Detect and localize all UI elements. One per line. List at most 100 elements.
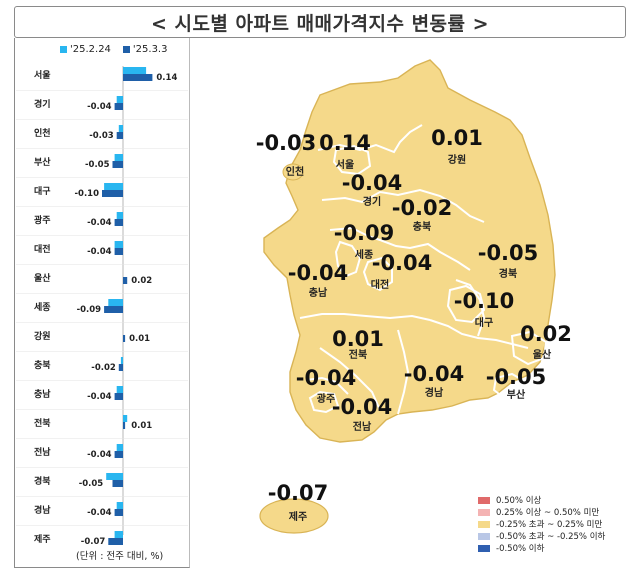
- map-legend-row: -0.50% 이하: [478, 542, 605, 554]
- map-value-label: 0.02: [520, 322, 572, 346]
- map-mainland: [263, 59, 556, 443]
- category-label: 강원: [34, 330, 51, 342]
- map-region-name: 제주: [289, 510, 307, 523]
- bar-series1: [116, 386, 123, 393]
- category-label: 충북: [34, 359, 51, 371]
- data-label: 0.02: [131, 276, 152, 286]
- bar-series2: [123, 277, 128, 284]
- bar-series1: [108, 299, 123, 306]
- map-region-name: 경북: [499, 267, 517, 280]
- map-region-name: 강원: [448, 153, 466, 166]
- region-border: [455, 279, 486, 337]
- map-value-label: 0.01: [431, 126, 483, 150]
- map-jeju: [259, 498, 329, 534]
- map-region-name: 인천: [286, 165, 304, 178]
- bar-series2: [108, 538, 123, 545]
- data-label: 0.01: [129, 334, 150, 344]
- category-label: 전남: [34, 446, 51, 458]
- map-value-label: -0.07: [268, 481, 329, 505]
- map-legend-row: -0.50% 초과 ~ -0.25% 이하: [478, 530, 605, 542]
- data-label: -0.04: [87, 450, 112, 460]
- map-region-name: 울산: [533, 348, 552, 361]
- map-value-label: -0.04: [332, 395, 393, 419]
- title-box: < 시도별 아파트 매매가격지수 변동률 >: [14, 6, 626, 38]
- bar-series2: [118, 364, 123, 371]
- bar-series2: [123, 335, 126, 342]
- map-legend-swatch: [478, 544, 490, 552]
- map-incheon-island: [282, 163, 304, 181]
- bar-series1: [118, 125, 123, 132]
- map-value-label: 0.01: [332, 327, 384, 351]
- category-label: 경남: [34, 504, 51, 516]
- map-value-label: -0.04: [296, 366, 357, 390]
- map-value-label: -0.04: [288, 261, 349, 285]
- region-border: [397, 329, 410, 415]
- bar-series2: [112, 480, 123, 487]
- map-value-label: -0.05: [478, 241, 539, 265]
- legend-swatch-1: [60, 46, 67, 53]
- map-region-name: 경남: [425, 386, 444, 399]
- region-border: [492, 372, 528, 400]
- map-value-label: -0.03: [256, 131, 317, 155]
- region-border: [362, 256, 393, 292]
- map-region-name: 대구: [475, 316, 493, 329]
- region-border: [299, 313, 431, 321]
- map-region-name: 충북: [413, 220, 431, 233]
- map-legend-label: -0.50% 초과 ~ -0.25% 이하: [496, 532, 606, 542]
- bar-series2: [114, 451, 123, 458]
- data-label: -0.04: [87, 102, 112, 112]
- bar-series1: [120, 357, 123, 364]
- bar-series1: [104, 183, 123, 190]
- category-label: 경기: [34, 98, 51, 110]
- map-region-name: 전북: [349, 348, 367, 361]
- map-region-name: 부산: [507, 388, 526, 401]
- region-border: [446, 284, 486, 324]
- bar-series1: [116, 96, 123, 103]
- bar-legend: '25.2.24 '25.3.3: [60, 44, 167, 55]
- bar-series1: [123, 415, 128, 422]
- map-legend-row: -0.25% 초과 ~ 0.25% 미만: [478, 518, 605, 530]
- map-legend-swatch: [478, 520, 490, 528]
- data-label: -0.04: [87, 508, 112, 518]
- legend-item-2: '25.3.3: [122, 44, 168, 55]
- bar-chart-panel: [14, 38, 190, 568]
- map-value-label: -0.04: [404, 362, 465, 386]
- map-region-name: 세종: [355, 248, 373, 261]
- chart-title: < 시도별 아파트 매매가격지수 변동률 >: [150, 12, 490, 35]
- data-label: -0.07: [81, 537, 106, 547]
- category-label: 대구: [34, 185, 51, 197]
- category-label: 전북: [34, 417, 51, 429]
- data-label: -0.04: [87, 392, 112, 402]
- category-label: 대전: [34, 243, 51, 255]
- map-value-label: -0.04: [372, 251, 433, 275]
- data-label: -0.02: [91, 363, 116, 373]
- region-border: [334, 240, 362, 278]
- region-border: [321, 188, 485, 223]
- data-label: -0.05: [79, 479, 104, 489]
- bar-series2: [114, 219, 123, 226]
- map-legend-label: -0.50% 이하: [496, 544, 545, 554]
- bar-series2: [116, 132, 123, 139]
- region-border: [510, 330, 548, 366]
- korea-map: [259, 59, 556, 534]
- map-region-name: 경기: [363, 195, 381, 208]
- map-legend-row: 0.25% 이상 ~ 0.50% 미만: [478, 506, 605, 518]
- data-label: -0.05: [85, 160, 110, 170]
- legend-label-2: '25.3.3: [132, 44, 168, 55]
- map-value-label: -0.04: [342, 171, 403, 195]
- data-label: -0.03: [89, 131, 114, 141]
- map-region-name: 광주: [317, 393, 335, 405]
- region-border: [308, 390, 340, 414]
- bar-series1: [114, 241, 123, 248]
- legend-swatch-2: [122, 46, 130, 53]
- bar-series2: [114, 393, 123, 400]
- bar-series2: [114, 248, 123, 255]
- category-label: 경북: [34, 475, 51, 487]
- bar-series2: [114, 509, 123, 516]
- bar-series2: [104, 306, 123, 313]
- legend-label-1: '25.2.24: [70, 44, 111, 55]
- map-region-name: 서울: [336, 158, 354, 171]
- legend-item-1: '25.2.24: [60, 44, 111, 55]
- bar-series2: [102, 190, 123, 197]
- category-label: 광주: [34, 214, 51, 226]
